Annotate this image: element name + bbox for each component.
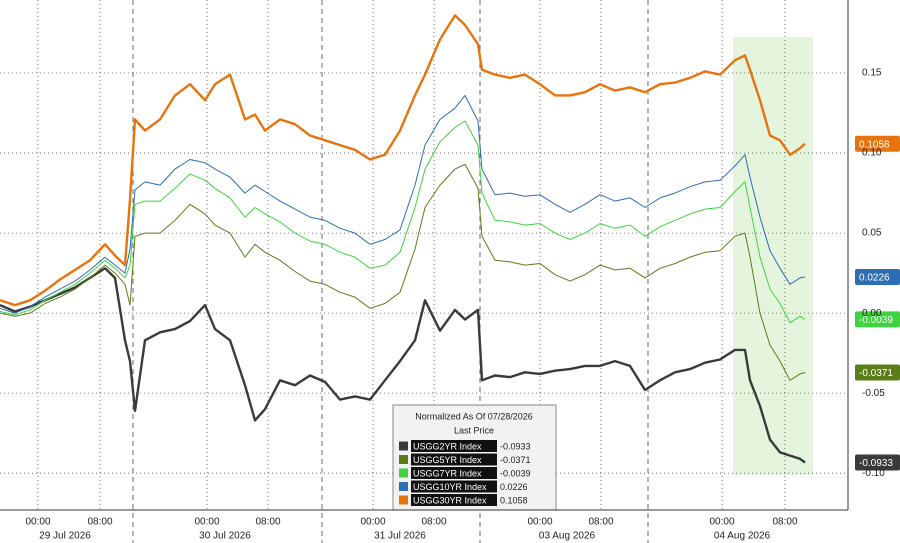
x-tick-label: 08:00 [255, 517, 280, 528]
x-tick-label: 00:00 [25, 517, 50, 528]
y-tick-label: 0.10 [862, 148, 882, 159]
lines [0, 14, 806, 464]
y-tick-label: -0.10 [862, 468, 885, 479]
x-tick-label: 08:00 [421, 517, 446, 528]
x-date-label: 30 Jul 2026 [199, 531, 251, 542]
legend-name: USGG30YR Index [413, 495, 487, 505]
x-date-label: 03 Aug 2026 [539, 531, 596, 542]
x-date-label: 29 Jul 2026 [39, 531, 91, 542]
x-tick-label: 08:00 [87, 517, 112, 528]
legend-name-bg [411, 440, 497, 452]
x-date-label: 04 Aug 2026 [714, 531, 771, 542]
x-date-label: 31 Jul 2026 [374, 531, 426, 542]
series-line [0, 14, 806, 307]
legend-name-bg [411, 494, 497, 506]
price-tag-box [855, 364, 900, 381]
y-tick-label: -0.05 [862, 388, 885, 399]
legend-name-bg [411, 453, 497, 466]
price-tag-box [855, 454, 900, 471]
series-line [0, 94, 806, 314]
legend-value: -0.0933 [500, 441, 531, 451]
legend-name-bg [411, 480, 497, 493]
legend-name: USGG2YR Index [413, 441, 482, 451]
price-tag-label: 0.1058 [859, 139, 890, 150]
legend-swatch [399, 455, 408, 464]
legend-value: 0.0226 [500, 482, 528, 492]
price-tag-label: -0.0371 [859, 368, 893, 379]
legend-swatch [399, 468, 408, 478]
price-tag-label: -0.0933 [859, 458, 893, 469]
legend-name: USGG5YR Index [413, 455, 482, 465]
y-tick-label: 0.05 [862, 228, 882, 239]
legend-swatch [399, 441, 408, 451]
price-tag-box [855, 268, 900, 285]
legend-name: USGG10YR Index [413, 482, 487, 492]
price-tag-box [855, 135, 900, 152]
legend-name-bg [411, 467, 497, 479]
price-tag-label: 0.0226 [859, 273, 890, 284]
legend-swatch [399, 495, 408, 505]
y-tick-label: 0.00 [862, 308, 882, 319]
y-tick-label: 0.15 [862, 68, 882, 79]
legend-value: 0.1058 [500, 495, 528, 505]
price-tag-box [855, 311, 900, 328]
legend-value: -0.0371 [500, 455, 531, 465]
x-tick-label: 00:00 [194, 517, 219, 528]
last-price-tags: -0.0933 -0.0371 -0.0039 0.0226 0.1058 [855, 135, 900, 471]
price-tag-label: -0.0039 [859, 315, 893, 326]
x-tick-label: 08:00 [588, 517, 613, 528]
x-tick-label: 00:00 [527, 517, 552, 528]
legend: Normalized As Of 07/28/2026 Last Price U… [392, 404, 557, 511]
legend-title: Normalized As Of 07/28/2026 [415, 411, 533, 421]
series-line [0, 163, 806, 381]
legend-swatch [399, 482, 408, 491]
series-line [0, 267, 806, 464]
series-line [0, 120, 806, 324]
legend-name: USGG7YR Index [413, 468, 482, 478]
legend-value: -0.0039 [500, 468, 531, 478]
x-tick-label: 08:00 [772, 517, 797, 528]
x-tick-label: 00:00 [709, 517, 734, 528]
legend-subtitle: Last Price [454, 425, 494, 435]
x-tick-label: 00:00 [360, 517, 385, 528]
